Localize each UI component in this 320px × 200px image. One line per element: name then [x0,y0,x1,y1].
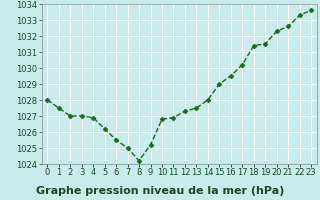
Text: Graphe pression niveau de la mer (hPa): Graphe pression niveau de la mer (hPa) [36,186,284,196]
